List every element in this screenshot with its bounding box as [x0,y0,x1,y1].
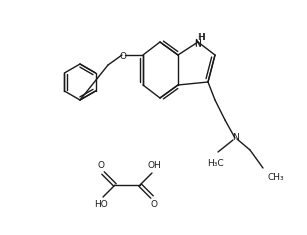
Text: H: H [196,32,203,42]
Text: N: N [194,39,200,48]
Text: H₃C: H₃C [207,159,223,168]
Text: N: N [194,39,200,47]
Text: O: O [119,51,126,60]
Text: O: O [98,161,104,170]
Text: OH: OH [147,161,161,170]
Text: HO: HO [94,200,108,209]
Text: H: H [198,32,204,42]
Text: CH₃: CH₃ [267,173,284,182]
Text: N: N [231,133,238,142]
Text: O: O [150,200,157,209]
